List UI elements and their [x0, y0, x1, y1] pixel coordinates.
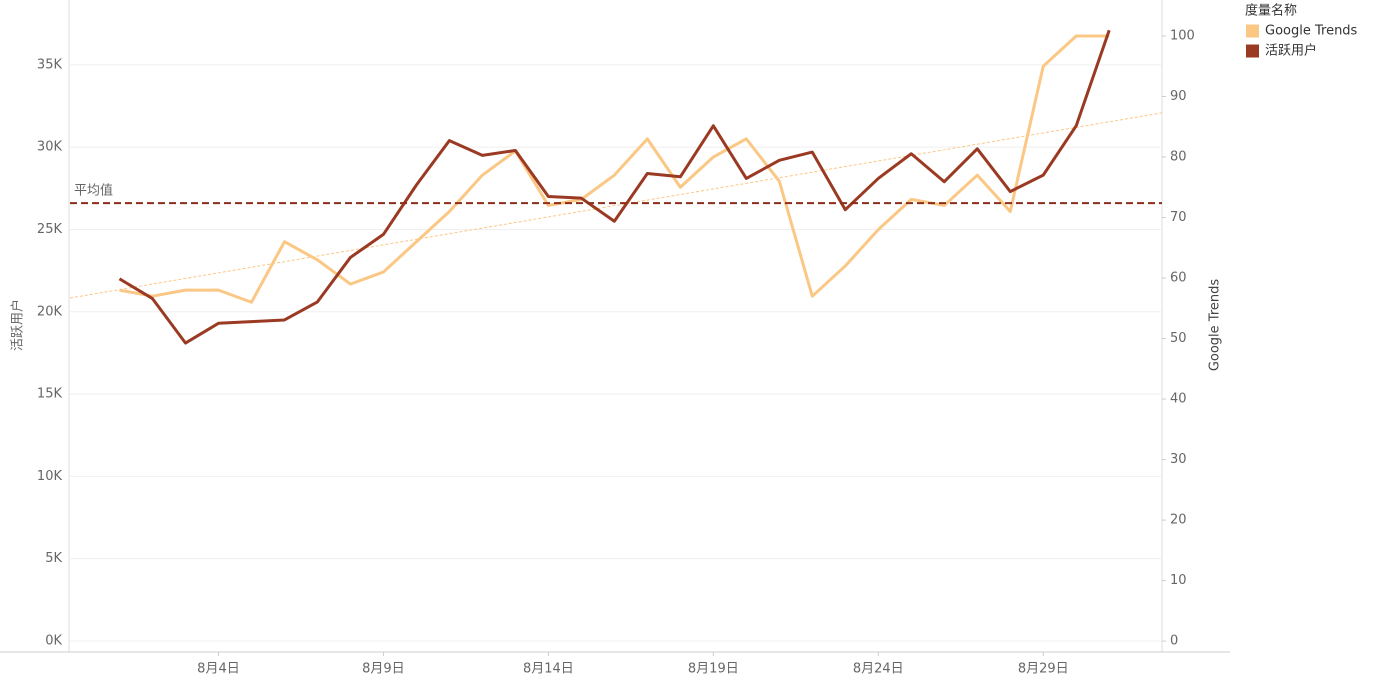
x-tick-label: 8月14日	[523, 662, 574, 677]
y2-tick-label: 90	[1170, 89, 1187, 104]
y-tick-label: 0K	[45, 633, 62, 648]
y2-tick-label: 50	[1170, 331, 1187, 346]
x-tick-label: 8月19日	[688, 662, 739, 677]
x-tick-label: 8月4日	[197, 662, 240, 677]
y2-tick-label: 20	[1170, 513, 1187, 528]
y2-tick-label: 80	[1170, 150, 1187, 165]
y2-tick-label: 10	[1170, 573, 1187, 588]
series-line	[119, 34, 1110, 304]
trend-line	[69, 112, 1163, 299]
legend-swatch	[1246, 44, 1259, 58]
y-axis-title: 活跃用户	[10, 299, 26, 351]
y2-tick-label: 40	[1170, 392, 1187, 407]
legend-title: 度量名称	[1245, 3, 1297, 19]
y-tick-label: 35K	[37, 57, 63, 72]
y-tick-label: 25K	[37, 222, 63, 237]
legend-label: Google Trends	[1265, 24, 1358, 39]
y2-tick-label: 0	[1170, 634, 1178, 649]
series-line	[118, 29, 1111, 345]
x-tick-label: 8月9日	[362, 662, 405, 677]
y2-tick-label: 70	[1170, 210, 1187, 225]
x-tick-label: 8月24日	[853, 662, 904, 677]
y-tick-label: 20K	[37, 304, 63, 319]
y-tick-label: 30K	[37, 140, 63, 155]
legend-label: 活跃用户	[1265, 43, 1317, 59]
y2-axis-title: Google Trends	[1208, 279, 1223, 372]
y-tick-label: 5K	[45, 551, 62, 566]
y-tick-label: 10K	[37, 469, 63, 484]
reference-label: 平均值	[74, 183, 113, 199]
legend-swatch	[1246, 24, 1259, 38]
x-tick-label: 8月29日	[1018, 662, 1069, 677]
y2-tick-label: 100	[1170, 29, 1195, 44]
y2-tick-label: 30	[1170, 452, 1187, 467]
y2-tick-label: 60	[1170, 271, 1187, 286]
y-tick-label: 15K	[37, 387, 63, 402]
